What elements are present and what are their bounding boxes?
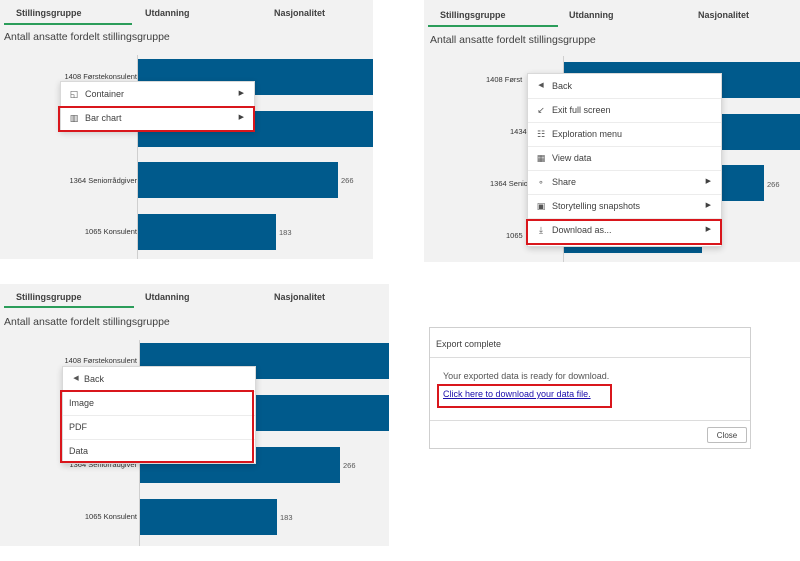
tab-nasjonalitet[interactable]: Nasjonalitet [698,10,750,20]
chart-category-label: 1364 Seniorrådgiver [69,176,137,185]
chart-category-label: 1364 Senio [490,179,528,188]
chart-title: Antall ansatte fordelt stillingsgruppe [430,34,596,46]
tab-utdanning[interactable]: Utdanning [145,8,190,18]
tab-bar: Stillingsgruppe Utdanning Nasjonalitet [0,0,373,26]
bar-chart-icon: ▥ [69,113,79,123]
chart-category-label: 1065 Konsulent [84,227,137,236]
download-icon: ⤓ [539,225,543,235]
tab-bar: Stillingsgruppe Utdanning Nasjonalitet [0,284,389,310]
dialog-title: Export complete [436,339,502,349]
tab-nasjonalitet[interactable]: Nasjonalitet [274,8,326,18]
chart-category-label: 1408 Først [486,75,523,84]
chart-category-label: 1065 Konsulent [84,512,137,521]
tab-bar: Stillingsgruppe Utdanning Nasjonalitet [424,0,800,27]
chevron-left-icon: ◀ [73,375,79,382]
chart-bar-3[interactable] [138,162,338,198]
menu-item-share[interactable]: ∘ Share ▶ [528,170,721,195]
chart-value-label: 266 [767,180,780,189]
highlight-box [526,219,722,245]
exit-full-screen-icon: ↙ [537,105,545,115]
highlight-box [60,390,254,463]
menu-item-exit-full-screen[interactable]: ↙ Exit full screen [528,98,721,123]
chart-bar-4[interactable] [140,499,277,535]
tab-stillingsgruppe[interactable]: Stillingsgruppe [440,10,506,20]
tab-utdanning[interactable]: Utdanning [145,292,190,302]
dialog-message: Your exported data is ready for download… [443,371,610,381]
highlight-box [437,384,612,408]
chevron-right-icon: ▶ [705,226,711,233]
tab-utdanning[interactable]: Utdanning [569,10,614,20]
context-menu: ◀ Back Image PDF Data [62,366,256,464]
menu-item-download-as[interactable]: ⤓ Download as... ▶ [528,218,721,242]
chevron-right-icon: ▶ [238,114,244,121]
download-link[interactable]: Click here to download your data file. [443,389,591,399]
chevron-right-icon: ▶ [705,202,711,209]
chart-category-label: 1408 Førstekonsulent [64,72,137,81]
active-tab-indicator [428,25,558,27]
table-icon: ▦ [536,153,546,163]
chart-category-label: 1408 Førstekonsulent [64,356,137,365]
chart-title: Antall ansatte fordelt stillingsgruppe [4,31,170,43]
cube-icon: ◱ [69,89,79,99]
sliders-icon: ☷ [536,129,546,139]
chart-value-label: 266 [343,461,356,470]
chart-value-label: 183 [279,228,292,237]
tab-stillingsgruppe[interactable]: Stillingsgruppe [16,292,82,302]
close-button[interactable]: Close [707,427,747,443]
menu-item-view-data[interactable]: ▦ View data [528,146,721,171]
chart-category-label: 1434 [510,127,527,136]
menu-item-pdf[interactable]: PDF [63,415,255,440]
chart-value-label: 266 [341,176,354,185]
tab-nasjonalitet[interactable]: Nasjonalitet [274,292,326,302]
tab-stillingsgruppe[interactable]: Stillingsgruppe [16,8,82,18]
snapshot-icon: ▣ [536,201,546,211]
menu-item-back[interactable]: ◀ Back [528,74,721,99]
chart-bar-4[interactable] [138,214,276,250]
dialog-divider [430,420,750,421]
menu-item-image[interactable]: Image [63,391,255,416]
context-menu: ◀ Back ↙ Exit full screen ☷ Exploration … [527,73,722,247]
highlight-box [58,106,255,132]
menu-item-container[interactable]: ◱ Container ▶ [61,82,254,107]
chevron-right-icon: ▶ [705,178,711,185]
share-icon: ∘ [538,177,544,187]
chart-category-label: 1065 [506,231,523,240]
chart-title: Antall ansatte fordelt stillingsgruppe [4,316,170,328]
active-tab-indicator [4,306,134,308]
menu-item-exploration-menu[interactable]: ☷ Exploration menu [528,122,721,147]
export-dialog: Export complete Your exported data is re… [429,327,751,449]
chart-value-label: 183 [280,513,293,522]
panel-3: Stillingsgruppe Utdanning Nasjonalitet A… [0,284,389,546]
panel-1: Stillingsgruppe Utdanning Nasjonalitet A… [0,0,373,259]
active-tab-indicator [4,23,132,25]
chart-axis [137,55,138,259]
dialog-divider [430,357,750,358]
menu-item-storytelling-snapshots[interactable]: ▣ Storytelling snapshots ▶ [528,194,721,219]
panel-2: Stillingsgruppe Utdanning Nasjonalitet A… [424,0,800,262]
chevron-left-icon: ◀ [538,82,544,89]
chart-category-label: 1364 Seniorrådgiver [69,460,137,469]
menu-item-bar-chart[interactable]: ▥ Bar chart ▶ [61,106,254,130]
menu-item-back[interactable]: ◀ Back [63,367,255,392]
chevron-right-icon: ▶ [238,90,244,97]
menu-item-data[interactable]: Data [69,446,89,456]
